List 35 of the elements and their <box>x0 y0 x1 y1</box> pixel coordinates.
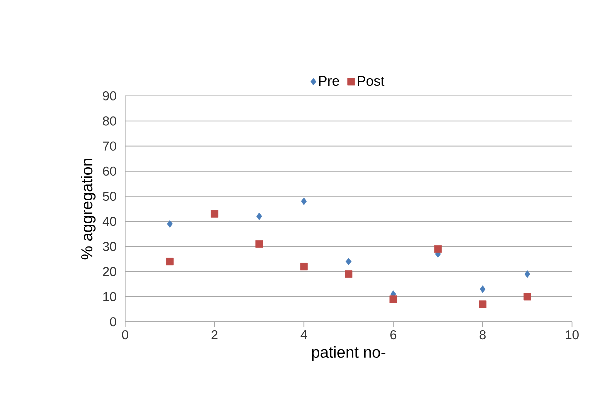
point <box>434 245 442 253</box>
point <box>479 300 487 308</box>
y-tick-label: 70 <box>103 142 116 151</box>
point <box>167 220 173 228</box>
point <box>390 296 398 304</box>
y-tick-label: 10 <box>104 292 116 302</box>
y-tick-label: 20 <box>103 267 116 276</box>
x-tick-label: 6 <box>390 330 397 340</box>
x-tick-label: 4 <box>300 330 308 340</box>
x-tick-label: 8 <box>480 330 486 340</box>
point <box>345 270 353 278</box>
point <box>256 240 264 248</box>
point <box>301 198 308 206</box>
y-tick-label: 0 <box>110 317 116 327</box>
x-tick-label: 10 <box>566 330 579 340</box>
point <box>300 262 308 271</box>
x-tick-label: 0 <box>122 330 128 340</box>
y-tick-label: 30 <box>103 242 116 252</box>
y-tick-label: 80 <box>103 116 116 126</box>
point <box>346 258 352 266</box>
point <box>211 210 219 218</box>
x-tick-label: 2 <box>212 330 218 340</box>
y-tick-label: 60 <box>103 166 116 176</box>
point <box>166 258 174 266</box>
y-tick-label: 50 <box>103 192 116 202</box>
legend-label: Post <box>358 76 385 86</box>
legend-label: Pre <box>319 76 340 86</box>
point <box>480 286 486 294</box>
y-tick-label: 40 <box>102 216 116 226</box>
y-tick-label: 90 <box>103 91 116 101</box>
point <box>524 270 530 278</box>
x-axis-title: patient no- <box>312 346 386 362</box>
point <box>524 293 532 301</box>
point <box>256 212 262 220</box>
y-axis-title: % aggregation <box>81 158 96 260</box>
